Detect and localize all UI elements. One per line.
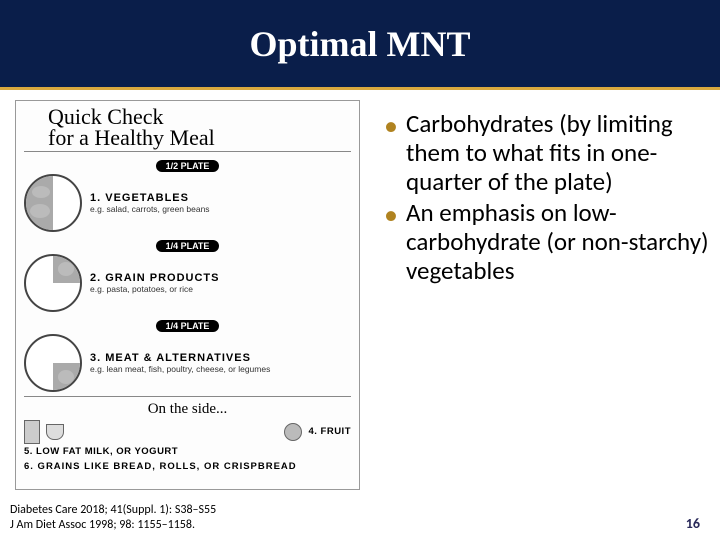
quickcheck-heading: Quick Check for a Healthy Meal bbox=[24, 107, 351, 149]
title-banner: Optimal MNT bbox=[0, 0, 720, 90]
milk-icon bbox=[24, 420, 40, 444]
plate-tag-half: 1/2 PLATE bbox=[156, 160, 220, 172]
divider bbox=[24, 151, 351, 152]
bullet-list: Carbohydrates (by limiting them to what … bbox=[380, 110, 710, 286]
grains-footer: 6. GRAINS LIKE BREAD, ROLLS, OR CRISPBRE… bbox=[24, 461, 351, 472]
plate-icon bbox=[24, 174, 82, 232]
section-title: 1. VEGETABLES bbox=[90, 192, 210, 204]
slide-title: Optimal MNT bbox=[250, 23, 471, 65]
right-panel: Carbohydrates (by limiting them to what … bbox=[370, 90, 720, 500]
section-title: 3. MEAT & ALTERNATIVES bbox=[90, 352, 270, 364]
page-number: 16 bbox=[686, 515, 700, 532]
section-eg: e.g. lean meat, fish, poultry, cheese, o… bbox=[90, 364, 270, 374]
plate-tag-quarter2: 1/4 PLATE bbox=[156, 320, 220, 332]
left-panel: Quick Check for a Healthy Meal 1/2 PLATE… bbox=[0, 90, 370, 500]
section-vegetables: 1. VEGETABLES e.g. salad, carrots, green… bbox=[24, 174, 351, 232]
side-label: On the side... bbox=[24, 401, 351, 418]
section-eg: e.g. pasta, potatoes, or rice bbox=[90, 284, 219, 294]
divider bbox=[24, 396, 351, 397]
citation-line: Diabetes Care 2018; 41(Suppl. 1): S38–S5… bbox=[10, 503, 216, 517]
citations: Diabetes Care 2018; 41(Suppl. 1): S38–S5… bbox=[10, 503, 216, 532]
footer: Diabetes Care 2018; 41(Suppl. 1): S38–S5… bbox=[10, 503, 700, 532]
quickcheck-graphic: Quick Check for a Healthy Meal 1/2 PLATE… bbox=[15, 100, 360, 490]
milk-label: 5. LOW FAT MILK, OR YOGURT bbox=[24, 446, 351, 457]
section-title: 2. GRAIN PRODUCTS bbox=[90, 272, 219, 284]
plate-tag-quarter1: 1/4 PLATE bbox=[156, 240, 220, 252]
section-grains: 2. GRAIN PRODUCTS e.g. pasta, potatoes, … bbox=[24, 254, 351, 312]
section-eg: e.g. salad, carrots, green beans bbox=[90, 204, 210, 214]
bullet-item: Carbohydrates (by limiting them to what … bbox=[380, 110, 710, 196]
bullet-item: An emphasis on low-carbohydrate (or non-… bbox=[380, 199, 710, 285]
content-area: Quick Check for a Healthy Meal 1/2 PLATE… bbox=[0, 90, 720, 500]
bottom-row: 4. FRUIT bbox=[24, 420, 351, 444]
section-meat: 3. MEAT & ALTERNATIVES e.g. lean meat, f… bbox=[24, 334, 351, 392]
fruit-icon bbox=[284, 423, 302, 441]
plate-icon bbox=[24, 334, 82, 392]
qc-heading-line2: for a Healthy Meal bbox=[48, 125, 215, 150]
section-text: 3. MEAT & ALTERNATIVES e.g. lean meat, f… bbox=[90, 352, 270, 374]
plate-icon bbox=[24, 254, 82, 312]
cup-icon bbox=[46, 424, 64, 440]
section-text: 1. VEGETABLES e.g. salad, carrots, green… bbox=[90, 192, 210, 214]
section-text: 2. GRAIN PRODUCTS e.g. pasta, potatoes, … bbox=[90, 272, 219, 294]
citation-line: J Am Diet Assoc 1998; 98: 1155–1158. bbox=[10, 518, 216, 532]
fruit-label: 4. FRUIT bbox=[308, 426, 351, 437]
